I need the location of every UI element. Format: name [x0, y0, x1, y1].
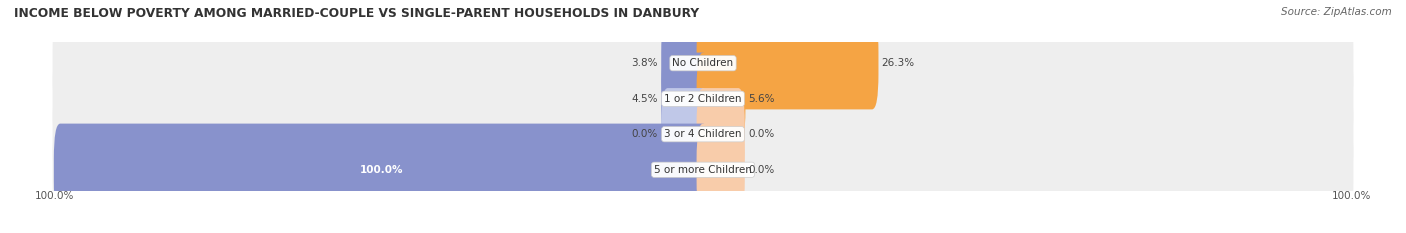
FancyBboxPatch shape [696, 81, 1354, 188]
Text: 100.0%: 100.0% [1331, 191, 1371, 201]
Text: 0.0%: 0.0% [748, 129, 775, 139]
FancyBboxPatch shape [661, 88, 710, 180]
FancyBboxPatch shape [696, 17, 879, 110]
FancyBboxPatch shape [53, 123, 710, 216]
FancyBboxPatch shape [52, 81, 710, 188]
Text: 3.8%: 3.8% [631, 58, 658, 68]
FancyBboxPatch shape [696, 53, 745, 145]
Text: Source: ZipAtlas.com: Source: ZipAtlas.com [1281, 7, 1392, 17]
FancyBboxPatch shape [696, 45, 1354, 152]
Text: 100.0%: 100.0% [360, 165, 404, 175]
FancyBboxPatch shape [52, 10, 710, 116]
Text: INCOME BELOW POVERTY AMONG MARRIED-COUPLE VS SINGLE-PARENT HOUSEHOLDS IN DANBURY: INCOME BELOW POVERTY AMONG MARRIED-COUPL… [14, 7, 699, 20]
Text: 3 or 4 Children: 3 or 4 Children [664, 129, 742, 139]
FancyBboxPatch shape [661, 53, 710, 145]
Text: No Children: No Children [672, 58, 734, 68]
FancyBboxPatch shape [696, 10, 1354, 116]
Text: 100.0%: 100.0% [35, 191, 75, 201]
Text: 26.3%: 26.3% [882, 58, 915, 68]
FancyBboxPatch shape [696, 116, 1354, 223]
Text: 5 or more Children: 5 or more Children [654, 165, 752, 175]
FancyBboxPatch shape [52, 45, 710, 152]
Text: 1 or 2 Children: 1 or 2 Children [664, 94, 742, 104]
Text: 5.6%: 5.6% [748, 94, 775, 104]
FancyBboxPatch shape [696, 88, 745, 180]
FancyBboxPatch shape [661, 17, 710, 110]
FancyBboxPatch shape [52, 116, 710, 223]
Text: 0.0%: 0.0% [631, 129, 658, 139]
FancyBboxPatch shape [696, 123, 745, 216]
Text: 4.5%: 4.5% [631, 94, 658, 104]
Text: 0.0%: 0.0% [748, 165, 775, 175]
